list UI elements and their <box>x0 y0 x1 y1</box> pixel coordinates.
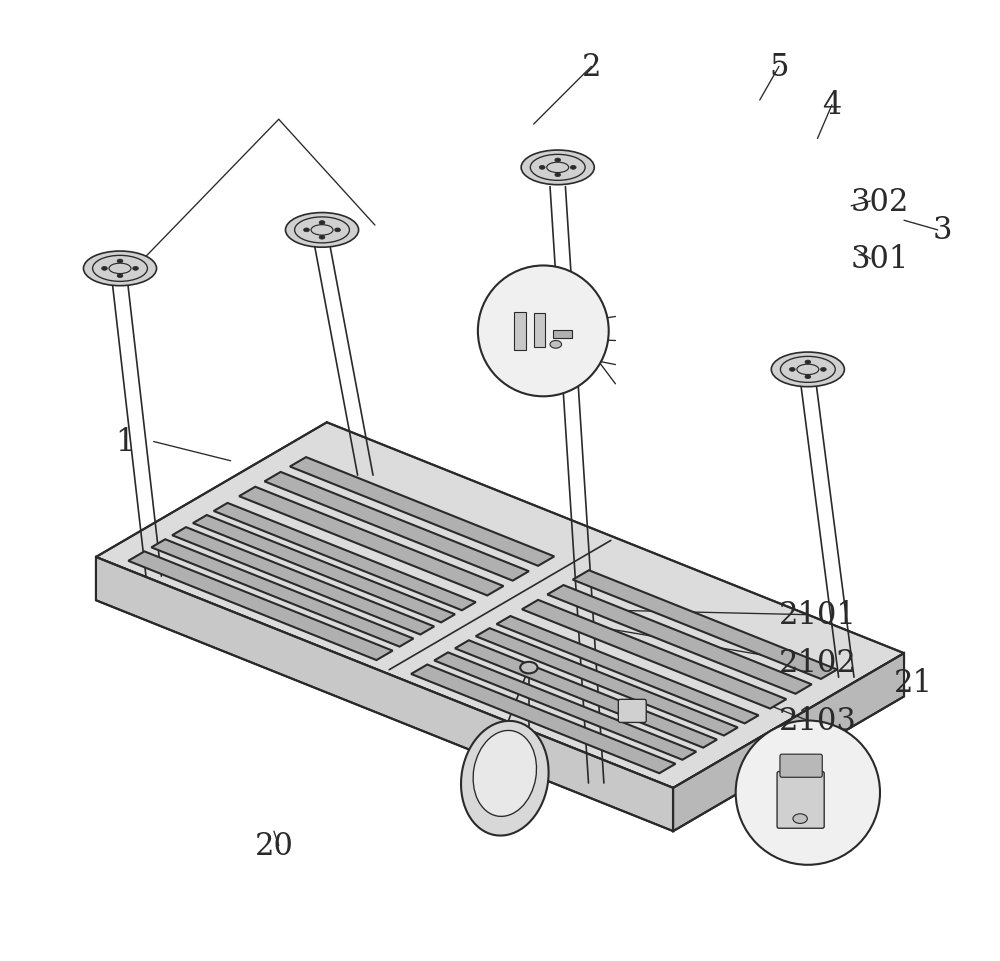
Polygon shape <box>239 487 503 596</box>
Ellipse shape <box>83 252 157 286</box>
Polygon shape <box>96 423 904 788</box>
Polygon shape <box>434 653 696 760</box>
Polygon shape <box>265 473 529 581</box>
FancyBboxPatch shape <box>780 754 822 777</box>
Text: 4: 4 <box>822 90 842 121</box>
Text: 2102: 2102 <box>779 648 856 678</box>
Polygon shape <box>193 515 455 623</box>
Polygon shape <box>128 552 393 660</box>
Ellipse shape <box>304 229 309 233</box>
Text: 20: 20 <box>254 830 293 861</box>
Ellipse shape <box>335 229 340 233</box>
Polygon shape <box>455 641 717 748</box>
Polygon shape <box>172 528 434 635</box>
Text: 21: 21 <box>894 667 933 698</box>
Text: 1: 1 <box>115 427 135 457</box>
Circle shape <box>736 721 880 865</box>
Polygon shape <box>290 457 554 566</box>
Polygon shape <box>522 601 786 709</box>
Ellipse shape <box>805 360 811 364</box>
Ellipse shape <box>473 730 537 817</box>
Ellipse shape <box>102 267 107 271</box>
Bar <box>534 313 545 348</box>
Ellipse shape <box>539 166 545 170</box>
Ellipse shape <box>520 662 538 674</box>
Ellipse shape <box>570 166 576 170</box>
Polygon shape <box>476 628 738 736</box>
Text: 2: 2 <box>582 52 601 83</box>
Ellipse shape <box>771 353 844 387</box>
Ellipse shape <box>820 368 826 372</box>
Ellipse shape <box>555 174 561 178</box>
Polygon shape <box>497 616 759 724</box>
Ellipse shape <box>117 275 123 279</box>
Ellipse shape <box>805 376 811 380</box>
Text: 301: 301 <box>851 244 909 275</box>
Ellipse shape <box>521 151 594 185</box>
Ellipse shape <box>319 221 325 225</box>
FancyBboxPatch shape <box>777 772 824 828</box>
Ellipse shape <box>555 159 561 162</box>
Ellipse shape <box>793 814 807 824</box>
Circle shape <box>478 266 609 397</box>
Ellipse shape <box>789 368 795 372</box>
Bar <box>553 331 572 338</box>
Polygon shape <box>214 504 476 610</box>
Text: 3: 3 <box>933 215 952 246</box>
FancyBboxPatch shape <box>618 700 646 723</box>
Ellipse shape <box>319 236 325 240</box>
Text: 2103: 2103 <box>779 705 856 736</box>
Polygon shape <box>151 540 413 647</box>
Ellipse shape <box>550 341 562 349</box>
Polygon shape <box>573 571 837 679</box>
Ellipse shape <box>461 721 549 836</box>
Text: 2101: 2101 <box>779 600 856 630</box>
Text: 302: 302 <box>851 186 909 217</box>
Ellipse shape <box>133 267 138 271</box>
Polygon shape <box>673 653 904 831</box>
Polygon shape <box>547 585 812 694</box>
Ellipse shape <box>285 213 359 248</box>
Bar <box>514 312 526 351</box>
Text: 5: 5 <box>769 52 789 83</box>
Ellipse shape <box>117 259 123 263</box>
Polygon shape <box>411 665 675 774</box>
Polygon shape <box>96 557 673 831</box>
